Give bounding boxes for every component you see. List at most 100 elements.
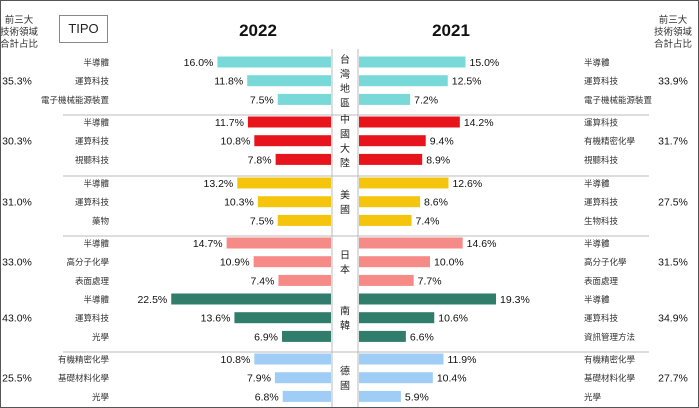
bar-2021 [359,214,412,226]
bar-2022 [253,256,331,268]
share-2021: 33.9% [658,76,688,88]
share-2022: 43.0% [2,313,32,325]
share-2022: 25.5% [2,373,32,385]
tech-label-2022: 基礎材料化學 [58,373,110,384]
bar-2021 [359,293,497,305]
year-header-2022: 2022 [239,21,277,40]
bar-2022 [237,177,331,189]
tech-label-2022: 藥物 [92,216,110,227]
value-label-2021: 10.6% [438,313,468,325]
bar-2021 [359,390,401,402]
bar-2021 [359,153,423,165]
bar-2022 [171,293,331,305]
tech-label-2022: 視聽科技 [75,155,110,166]
tech-label-2021: 運算科技 [584,313,619,324]
value-label-2021: 10.0% [434,257,464,269]
value-label-2022: 10.3% [224,197,254,209]
bar-2021 [359,237,463,249]
bar-2021 [359,330,406,342]
tech-label-2022: 運算科技 [75,136,110,147]
tech-label-2022: 半導體 [83,295,109,306]
tech-label-2022: 運算科技 [75,76,110,87]
value-label-2022: 11.7% [215,117,244,129]
value-label-2022: 11.8% [214,76,243,88]
share-2021: 31.5% [658,257,688,269]
corner-label-right-line: 前三大 [659,14,688,26]
bar-2022 [277,93,331,105]
value-label-2021: 8.9% [426,154,450,166]
tech-label-2021: 表面處理 [584,276,619,287]
tech-label-2022: 半導體 [83,239,109,250]
bar-2022 [257,196,331,208]
bar-2022 [274,372,331,384]
bar-2021 [359,274,414,286]
share-2021: 31.7% [658,136,688,148]
region-label: 台灣地區 [340,53,350,109]
share-2021: 27.7% [658,373,688,385]
tech-label-2022: 有機精密化學 [58,355,110,366]
bar-2021 [359,75,448,87]
tech-label-2021: 有機精密化學 [584,355,636,366]
bar-2022 [234,312,331,324]
bar-2021 [359,116,460,128]
value-label-2021: 9.4% [430,136,454,148]
value-label-2022: 7.5% [250,215,274,227]
bar-2021 [359,177,449,189]
corner-label-left-line: 技術領域 [1,26,38,38]
value-label-2021: 19.3% [500,294,530,306]
bar-2022 [277,214,331,226]
tech-label-2022: 高分子化學 [66,257,109,268]
value-label-2022: 13.2% [203,178,233,190]
value-label-2022: 14.7% [193,238,223,250]
value-label-2021: 12.5% [452,76,482,88]
tech-label-2022: 半導體 [83,118,109,129]
bar-2021 [359,56,466,68]
value-label-2021: 6.6% [410,331,434,343]
value-label-2021: 15.0% [470,57,500,69]
tech-label-2021: 電子機械能源裝置 [584,95,653,106]
year-header-2021: 2021 [432,21,470,40]
tech-label-2022: 表面處理 [75,276,110,287]
bar-2021 [359,93,411,105]
tech-label-2021: 半導體 [584,179,610,190]
value-label-2022: 22.5% [137,294,167,306]
tech-label-2021: 光學 [584,392,602,403]
region-label: 德國 [340,364,350,392]
tech-label-2022: 半導體 [83,179,109,190]
value-label-2021: 5.9% [405,391,429,403]
value-label-2021: 14.2% [464,117,494,129]
value-label-2021: 7.4% [416,215,440,227]
region-label: 中國大陸 [340,113,350,170]
value-label-2021: 10.4% [437,373,467,385]
corner-label-left-line: 合計占比 [1,38,38,50]
value-label-2022: 7.4% [251,275,275,287]
value-label-2022: 6.9% [254,331,278,343]
value-label-2022: 7.5% [250,94,274,106]
tech-label-2021: 高分子化學 [584,257,627,268]
value-label-2021: 8.6% [424,197,448,209]
tech-label-2021: 生物科技 [584,216,619,227]
value-label-2022: 10.9% [220,257,250,269]
tech-label-2022: 運算科技 [75,313,110,324]
tech-label-2022: 半導體 [83,58,109,69]
region-label: 美國 [340,188,350,216]
value-label-2022: 13.6% [201,313,231,325]
value-label-2022: 7.8% [248,154,272,166]
tech-label-2021: 有機精密化學 [584,136,636,147]
share-2022: 35.3% [2,76,32,88]
bar-2021 [359,196,421,208]
tech-label-2021: 基礎材料化學 [584,373,636,384]
bar-2021 [359,256,430,268]
region-label: 南韓 [340,304,350,332]
value-label-2022: 16.0% [184,57,214,69]
value-label-2021: 12.6% [452,178,482,190]
bar-2021 [359,353,444,365]
bar-2021 [359,372,433,384]
share-2022: 31.0% [2,197,32,209]
corner-label-right-line: 合計占比 [654,38,692,50]
bar-2022 [247,75,331,87]
tech-label-2021: 半導體 [584,239,610,250]
tech-label-2021: 半導體 [584,295,610,306]
